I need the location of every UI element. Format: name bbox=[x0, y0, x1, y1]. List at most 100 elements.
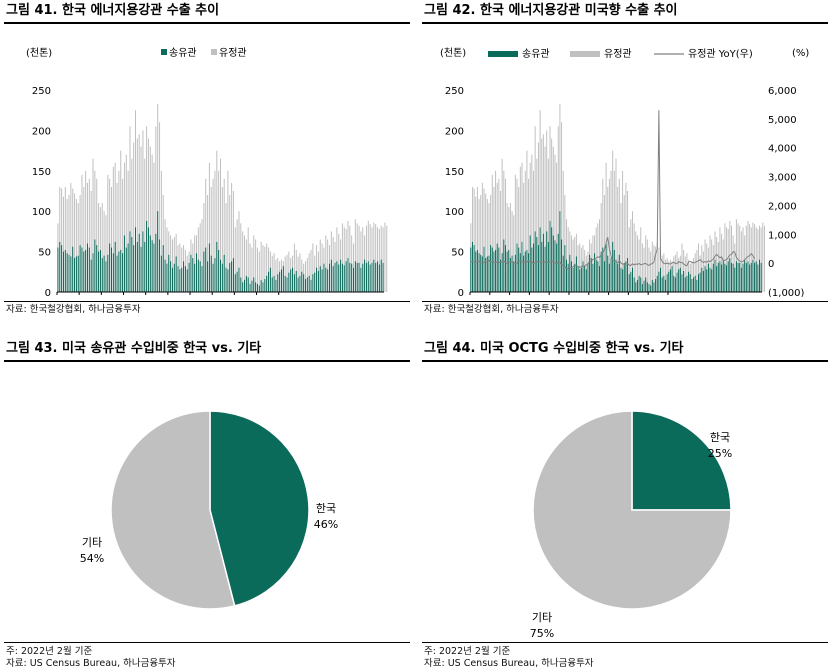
c2-bar-octg bbox=[498, 178, 500, 292]
c1-bar-octg bbox=[127, 170, 129, 292]
c1-bar-octg bbox=[94, 170, 96, 292]
c1-bar-octg bbox=[249, 243, 251, 292]
c1-bar-oil bbox=[332, 266, 334, 292]
c2-bar-oil bbox=[496, 243, 498, 292]
c1-bar-oil bbox=[262, 282, 264, 292]
c1-bar-octg bbox=[101, 203, 103, 292]
c3-pie-slice-other bbox=[110, 410, 236, 610]
c2-ytick-label: 250 bbox=[445, 86, 464, 97]
c2-bar-oil bbox=[759, 259, 761, 292]
c2-bar-octg bbox=[547, 158, 549, 292]
c1-bar-octg bbox=[308, 253, 310, 292]
c2-bar-oil bbox=[554, 240, 556, 292]
c2-bar-octg bbox=[694, 253, 696, 292]
c2-bar-oil bbox=[618, 254, 620, 292]
c2-bar-octg bbox=[539, 110, 541, 292]
c2-bar-octg bbox=[602, 178, 604, 292]
figure-41-legend-swatch-oil bbox=[161, 49, 167, 55]
c2-bar-oil bbox=[669, 269, 671, 292]
c1-bar-oil bbox=[160, 255, 162, 292]
c1-bar-octg bbox=[266, 243, 268, 292]
c2-bar-octg bbox=[600, 203, 602, 292]
c2-bar-octg bbox=[506, 203, 508, 292]
c1-bar-oil bbox=[136, 241, 138, 292]
c1-bar-octg bbox=[321, 243, 323, 292]
c2-bar-oil bbox=[471, 241, 473, 292]
c1-bar-octg bbox=[378, 228, 380, 292]
figure-43-source: 자료: US Census Bureau, 하나금융투자 bbox=[6, 658, 176, 669]
c1-bar-oil bbox=[205, 247, 207, 292]
c2-bar-oil bbox=[585, 269, 587, 292]
c1-bar-octg bbox=[110, 186, 113, 292]
c2-y2tick-label: 6,000 bbox=[768, 86, 797, 97]
c2-bar-octg bbox=[566, 219, 568, 292]
c2-bar-octg bbox=[640, 227, 642, 292]
c2-bar-oil bbox=[552, 235, 554, 292]
c1-bar-octg bbox=[123, 162, 125, 292]
c2-bar-oil bbox=[638, 275, 640, 292]
c2-bar-oil bbox=[750, 262, 752, 292]
c1-bar-oil bbox=[208, 243, 210, 292]
c1-bar-oil bbox=[349, 262, 351, 292]
c2-bar-oil bbox=[584, 266, 586, 292]
c2-bar-oil bbox=[478, 253, 480, 292]
c1-bar-oil bbox=[168, 254, 170, 292]
c2-ytick-label: 200 bbox=[445, 126, 464, 137]
c1-bar-oil bbox=[312, 274, 314, 292]
c2-bar-octg bbox=[496, 182, 498, 292]
c2-bar-oil bbox=[696, 279, 698, 292]
c2-bar-octg bbox=[648, 247, 650, 292]
c2-bar-octg bbox=[518, 186, 520, 292]
figure-41-source: 자료: 한국철강협회, 하나금융투자 bbox=[6, 304, 141, 315]
c2-bar-oil bbox=[633, 277, 635, 292]
c1-bar-oil bbox=[127, 243, 129, 292]
c2-bar-oil bbox=[673, 275, 675, 292]
figure-44-label-korea: 한국 bbox=[710, 431, 730, 444]
c2-bar-oil bbox=[514, 254, 516, 292]
c2-bar-oil bbox=[628, 274, 630, 292]
c2-bar-octg bbox=[529, 162, 531, 292]
c2-bar-oil bbox=[539, 227, 541, 292]
c2-bar-octg bbox=[742, 227, 744, 292]
c1-bar-oil bbox=[290, 269, 292, 292]
c1-bar-octg bbox=[144, 158, 146, 292]
c1-bar-octg bbox=[260, 241, 262, 292]
c1-bar-octg bbox=[179, 243, 181, 292]
c2-bar-oil bbox=[678, 269, 680, 292]
c2-bar-oil bbox=[575, 256, 577, 292]
c1-bar-oil bbox=[356, 262, 358, 292]
c1-bar-octg bbox=[208, 162, 210, 292]
c2-bar-oil bbox=[475, 251, 477, 292]
c2-bar-oil bbox=[580, 267, 582, 292]
c2-bar-oil bbox=[564, 245, 566, 292]
figure-43-value-korea: 46% bbox=[314, 518, 338, 531]
c2-bar-oil bbox=[470, 247, 472, 292]
c2-bar-octg bbox=[500, 191, 502, 292]
c2-bar-oil bbox=[529, 235, 531, 292]
c1-bar-octg bbox=[160, 170, 162, 292]
figure-41-panel: 그림 41. 한국 에너지용강관 수출 추이 (천톤) 송유관 유정관 0 50 1… bbox=[4, 0, 410, 316]
c1-bar-oil bbox=[120, 249, 122, 292]
c1-bar-oil bbox=[316, 267, 318, 292]
c2-bar-octg bbox=[561, 122, 563, 292]
c1-bar-oil bbox=[292, 267, 294, 292]
c2-bar-oil bbox=[701, 267, 703, 292]
c1-bar-octg bbox=[288, 251, 290, 292]
c2-bar-oil bbox=[722, 259, 724, 292]
c1-bar-octg bbox=[131, 158, 133, 292]
c2-bar-octg bbox=[693, 258, 695, 292]
c2-bar-oil bbox=[473, 245, 475, 292]
c2-bar-octg bbox=[622, 170, 624, 292]
c1-bar-oil bbox=[321, 269, 323, 292]
c1-bar-octg bbox=[136, 138, 138, 292]
c1-bar-oil bbox=[66, 253, 68, 292]
c1-bar-octg bbox=[268, 247, 270, 292]
c2-bar-octg bbox=[745, 225, 747, 292]
c1-bar-oil bbox=[147, 227, 149, 292]
c2-bar-oil bbox=[536, 237, 538, 292]
c2-bar-octg bbox=[603, 195, 605, 292]
c1-bar-octg bbox=[118, 170, 120, 292]
c2-bar-oil bbox=[541, 241, 543, 292]
c2-bar-octg bbox=[763, 225, 765, 292]
c2-bar-octg bbox=[557, 126, 559, 292]
